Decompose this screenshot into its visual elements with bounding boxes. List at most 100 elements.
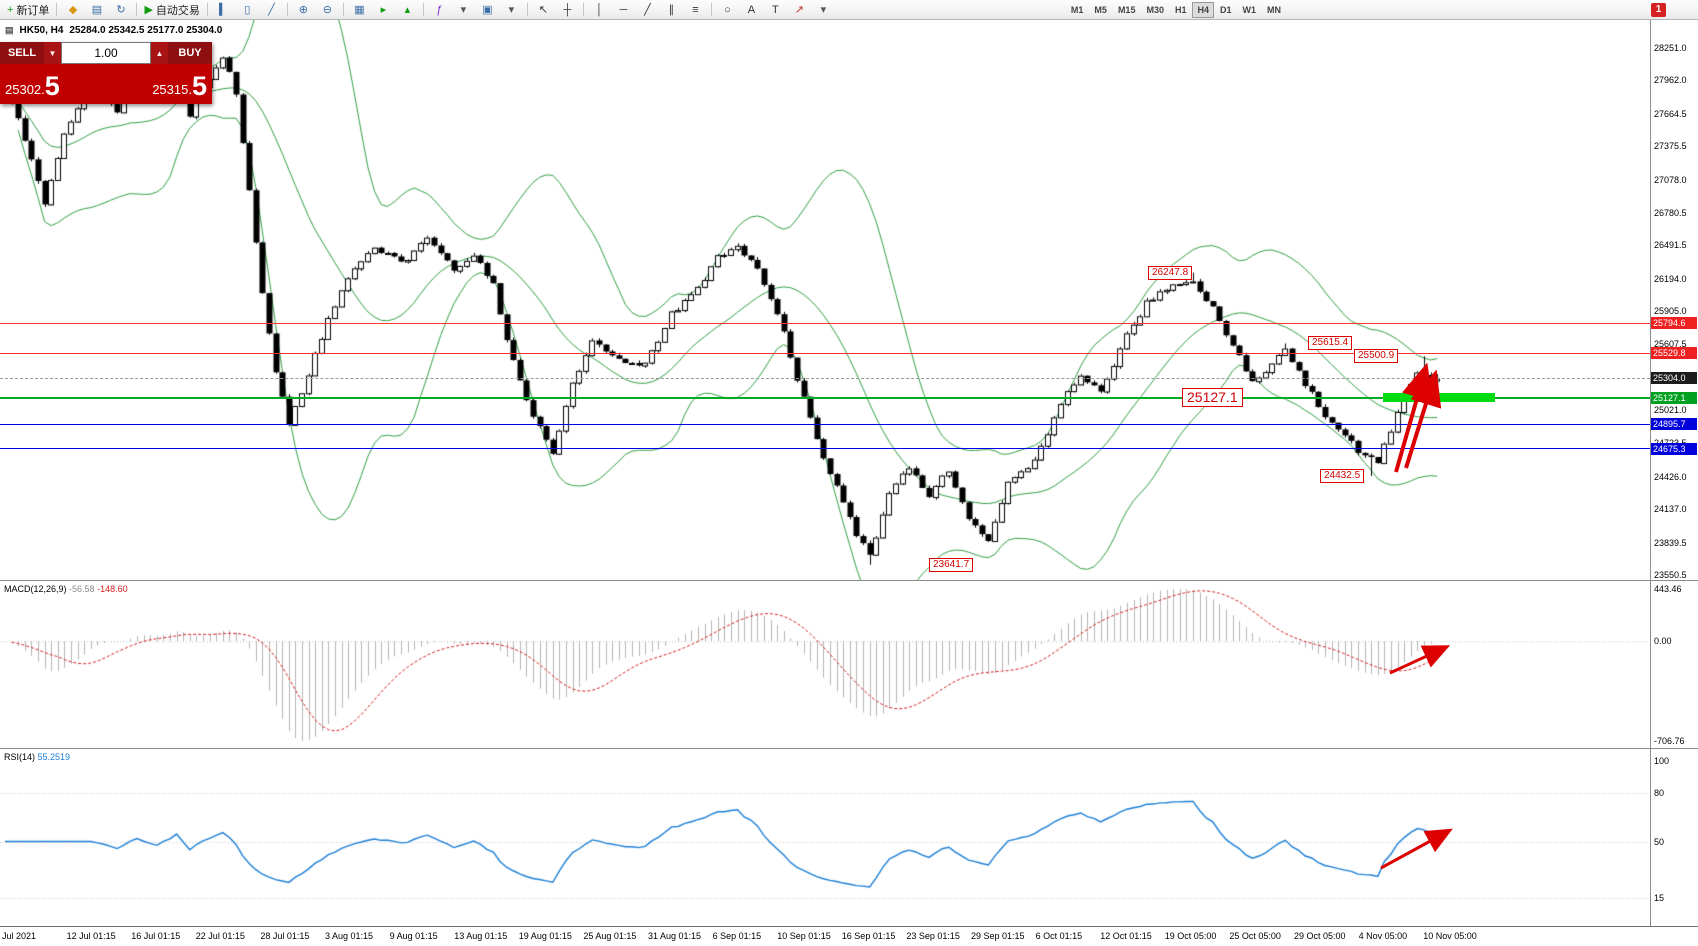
price-label-annotation[interactable]: 26247.8 xyxy=(1148,265,1193,280)
horizontal-line-24675.3[interactable] xyxy=(0,448,1650,450)
time-axis-label: 12 Oct 01:15 xyxy=(1100,931,1152,941)
panel-divider[interactable] xyxy=(0,580,1698,581)
trendline-icon: ╱ xyxy=(644,4,651,16)
time-axis-label: 4 Nov 05:00 xyxy=(1358,931,1408,941)
tile-windows-icon[interactable]: ▦ xyxy=(348,1,371,19)
trendline-icon[interactable]: ╱ xyxy=(636,1,659,19)
vertical-line-icon[interactable]: │ xyxy=(588,1,611,19)
candlestick-canvas[interactable] xyxy=(0,20,1650,580)
timeframe-M30[interactable]: M30 xyxy=(1146,4,1164,15)
time-axis-label: 28 Jul 01:15 xyxy=(260,931,310,941)
templates-icon[interactable]: ▣ xyxy=(476,1,499,19)
indicators-caret-icon[interactable]: ▾ xyxy=(452,1,475,19)
text-tool-icon[interactable]: A xyxy=(740,1,763,19)
time-axis-label: 25 Oct 05:00 xyxy=(1229,931,1281,941)
symbol-info: ▤ HK50, H4 25284.0 25342.5 25177.0 25304… xyxy=(5,25,222,36)
metaeditor-icon[interactable]: ◆ xyxy=(61,1,84,19)
bar-chart-icon[interactable]: ▍ xyxy=(212,1,235,19)
indicators-button[interactable]: ƒ xyxy=(428,1,451,19)
time-axis-label: 19 Oct 05:00 xyxy=(1164,931,1217,941)
timeframe-H4[interactable]: H4 xyxy=(1192,1,1214,18)
price-label-annotation[interactable]: 23641.7 xyxy=(929,557,974,572)
time-axis-label: 12 Jul 01:15 xyxy=(66,931,116,941)
timeframe-H1[interactable]: H1 xyxy=(1174,4,1187,15)
cursor-icon[interactable]: ↖ xyxy=(532,1,555,19)
toolbar-separator xyxy=(526,3,528,16)
macd-panel[interactable]: MACD(12,26,9) -56.58 -148.60 443.46 0.00 -… xyxy=(0,581,1698,748)
support-highlight-bar[interactable] xyxy=(1383,393,1495,402)
rsi-scale-tick: 15 xyxy=(1654,892,1665,903)
refresh-icon[interactable]: ↻ xyxy=(109,1,132,19)
autotrading-button[interactable]: ▶ 自动交易 xyxy=(141,1,202,19)
timeframe-M5[interactable]: M5 xyxy=(1094,4,1107,15)
new-order-button-label: 新订单 xyxy=(16,4,50,17)
time-axis-label: 19 Aug 01:15 xyxy=(518,931,572,941)
channel-icon[interactable]: ∥ xyxy=(660,1,683,19)
macd-scale-tick: -706.76 xyxy=(1654,736,1685,746)
time-axis-label: 29 Sep 01:15 xyxy=(971,931,1025,941)
label-tool-icon[interactable]: T xyxy=(764,1,787,19)
horizontal-line-25529.8[interactable] xyxy=(0,352,1650,354)
zoom-in-icon[interactable]: ⊕ xyxy=(292,1,315,19)
toolbar-separator xyxy=(422,3,424,16)
alert-badge[interactable]: 1 xyxy=(1651,2,1666,17)
volume-input[interactable] xyxy=(61,42,151,64)
price-label-annotation[interactable]: 24432.5 xyxy=(1320,469,1365,484)
templates-caret-icon[interactable]: ▾ xyxy=(500,1,523,19)
toolbar-separator xyxy=(710,3,712,16)
volume-decrease-button[interactable]: ▼ xyxy=(44,42,61,64)
price-label-annotation[interactable]: 25127.1 xyxy=(1182,388,1243,408)
horizontal-line-25127.1[interactable] xyxy=(0,397,1650,400)
timeframe-D1[interactable]: D1 xyxy=(1220,4,1232,15)
horizontal-line-25794.6[interactable] xyxy=(0,322,1650,324)
horizontal-line-icon[interactable]: ─ xyxy=(612,1,635,19)
market-watch-icon[interactable]: ▤ xyxy=(85,1,108,19)
macd-main-value: -56.58 xyxy=(69,584,95,594)
chart-shift-icon[interactable]: ▴ xyxy=(396,1,419,19)
price-label-annotation[interactable]: 25500.9 xyxy=(1354,349,1399,364)
timeframe-M1[interactable]: M1 xyxy=(1070,4,1084,15)
arrows-tool-icon[interactable]: ↗ xyxy=(788,1,811,19)
rsi-label: RSI(14) xyxy=(4,752,36,762)
cursor-icon: ↖ xyxy=(538,4,549,16)
toolbar-separator xyxy=(136,3,138,16)
arrows-caret-icon[interactable]: ▾ xyxy=(812,1,835,19)
price-scale-box-25529.8: 25529.8 xyxy=(1651,347,1697,360)
rsi-canvas[interactable] xyxy=(0,749,1650,926)
timeframe-W1[interactable]: W1 xyxy=(1242,4,1257,15)
buy-button[interactable]: BUY xyxy=(168,42,212,64)
macd-scale-tick: 0.00 xyxy=(1654,636,1672,647)
sell-price[interactable]: 25302. 5 xyxy=(0,64,106,104)
price-scale-box-24895.7: 24895.7 xyxy=(1651,418,1697,431)
volume-increase-button[interactable]: ▲ xyxy=(151,42,168,64)
price-scale-tick: 27962.0 xyxy=(1654,75,1687,86)
line-chart-icon[interactable]: ╱ xyxy=(260,1,283,19)
horizontal-line-24895.7[interactable] xyxy=(0,423,1650,425)
rsi-scale-tick: 100 xyxy=(1654,756,1670,766)
timeframe-MN[interactable]: MN xyxy=(1267,4,1282,15)
macd-canvas[interactable] xyxy=(0,581,1650,748)
toolbar-separator xyxy=(286,3,288,16)
buy-price[interactable]: 25315. 5 xyxy=(106,64,212,104)
fibonacci-icon[interactable]: ≡ xyxy=(684,1,707,19)
time-axis-label: 6 Oct 01:15 xyxy=(1035,931,1083,941)
price-label-annotation[interactable]: 25615.4 xyxy=(1308,336,1353,351)
time-axis[interactable]: Jul 2021 12 Jul 01:15 16 Jul 01:15 22 Jul 0… xyxy=(0,926,1698,946)
auto-scroll-icon[interactable]: ▸ xyxy=(372,1,395,19)
ellipse-tool-icon[interactable]: ○ xyxy=(716,1,739,19)
candlestick-chart-icon[interactable]: ▯ xyxy=(236,1,259,19)
rsi-value: 55.2519 xyxy=(37,752,71,762)
price-scale-tick: 25607.5 xyxy=(1654,339,1687,350)
horizontal-line-25304.0[interactable] xyxy=(0,378,1650,380)
rsi-panel[interactable]: RSI(14) 55.2519 100 80 50 15 xyxy=(0,749,1698,926)
zoom-out-icon[interactable]: ⊖ xyxy=(316,1,339,19)
price-chart-panel[interactable]: ▤ HK50, H4 25284.0 25342.5 25177.0 25304… xyxy=(0,20,1698,580)
sell-button[interactable]: SELL xyxy=(0,42,44,64)
panel-divider[interactable] xyxy=(0,748,1698,749)
metaeditor-icon: ◆ xyxy=(68,4,78,16)
crosshair-icon[interactable]: ┼ xyxy=(556,1,579,19)
new-order-button[interactable]: + 新订单 xyxy=(4,1,52,19)
price-scale-box-25794.6: 25794.6 xyxy=(1651,317,1697,330)
timeframe-M15[interactable]: M15 xyxy=(1117,4,1136,15)
autotrading-button-label: 自动交易 xyxy=(155,4,200,17)
